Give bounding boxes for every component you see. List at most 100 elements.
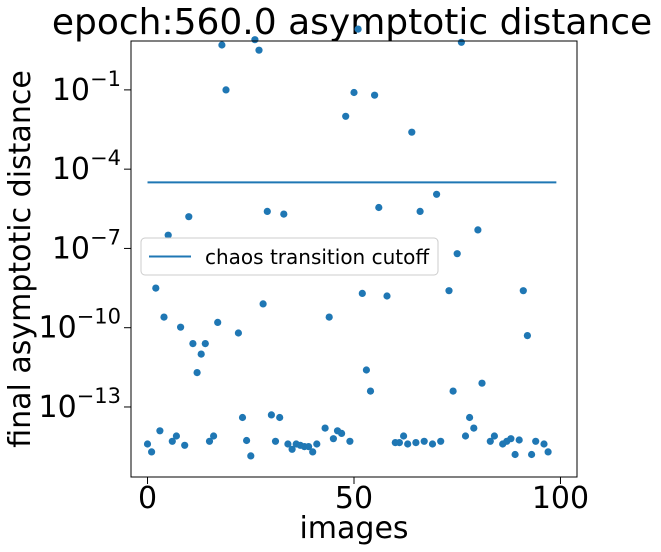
- data-point: [371, 91, 379, 99]
- legend-box: [140, 237, 439, 276]
- data-point: [395, 439, 403, 447]
- data-point: [156, 427, 164, 435]
- data-point: [416, 207, 424, 215]
- data-point: [478, 379, 486, 387]
- data-point: [309, 448, 317, 456]
- data-point: [210, 432, 218, 440]
- data-point: [383, 292, 391, 300]
- data-point: [507, 435, 515, 443]
- y-tick-label: 10−10: [38, 305, 121, 346]
- data-point: [433, 190, 441, 198]
- data-point: [267, 411, 275, 419]
- data-point: [528, 450, 536, 459]
- data-point: [193, 369, 201, 377]
- y-axis-label: final asymptotic distance: [3, 70, 38, 448]
- data-point: [205, 437, 214, 445]
- data-point: [540, 440, 548, 448]
- data-point: [445, 287, 453, 295]
- data-point: [408, 128, 416, 136]
- data-point: [511, 450, 519, 459]
- data-point: [168, 437, 176, 445]
- data-point: [366, 387, 375, 395]
- chart-title: epoch:560.0 asymptotic distance: [52, 2, 652, 43]
- data-point: [177, 323, 185, 331]
- legend-label-chaos-transition-cutoff: chaos transition cutoff: [205, 245, 430, 269]
- data-point: [486, 437, 494, 445]
- data-point: [404, 440, 412, 448]
- data-point: [238, 413, 247, 422]
- data-point: [181, 441, 189, 449]
- data-point: [276, 413, 284, 422]
- data-point: [358, 289, 366, 297]
- data-point: [189, 340, 197, 348]
- x-tick-label: 100: [532, 481, 589, 516]
- y-tick-label: 10−13: [38, 384, 121, 425]
- x-axis-ticks: 0 50 100: [138, 477, 589, 516]
- legend[interactable]: chaos transition cutoff: [140, 237, 439, 276]
- data-point: [325, 313, 333, 321]
- data-point: [160, 313, 168, 321]
- data-point: [400, 432, 408, 440]
- data-point: [420, 437, 428, 445]
- data-point: [185, 213, 193, 221]
- data-point: [329, 435, 337, 443]
- data-point: [251, 36, 259, 44]
- y-tick-label: 10−1: [52, 67, 121, 108]
- data-point: [288, 445, 296, 453]
- data-point: [428, 440, 437, 448]
- data-point: [305, 443, 313, 451]
- data-point: [152, 284, 160, 292]
- data-point: [515, 436, 523, 444]
- data-point: [243, 436, 251, 445]
- data-point: [474, 226, 482, 234]
- data-points: [143, 25, 552, 460]
- data-point: [532, 437, 540, 445]
- data-point: [461, 432, 470, 440]
- data-point: [375, 203, 383, 212]
- data-point: [280, 210, 288, 218]
- data-point: [466, 413, 474, 422]
- data-point: [354, 25, 362, 33]
- data-point: [214, 318, 222, 326]
- data-point: [342, 112, 350, 120]
- data-point: [222, 86, 230, 94]
- data-point: [523, 332, 532, 340]
- x-tick-label: 50: [335, 481, 373, 516]
- data-point: [284, 440, 292, 448]
- data-point: [449, 387, 457, 395]
- data-point: [544, 448, 552, 456]
- data-point: [412, 439, 420, 447]
- data-point: [263, 207, 271, 215]
- data-point: [234, 329, 242, 337]
- data-point: [259, 300, 267, 308]
- data-point: [164, 231, 172, 239]
- data-point: [172, 432, 180, 440]
- data-point: [490, 432, 498, 440]
- data-point: [218, 41, 226, 49]
- data-point: [457, 38, 465, 46]
- data-point: [362, 366, 370, 374]
- x-tick-label: 0: [138, 481, 157, 516]
- y-axis-ticks: 10−13 10−10 10−7 10−4 10−1: [38, 67, 131, 425]
- data-point: [321, 424, 329, 432]
- y-tick-label: 10−7: [52, 225, 121, 266]
- data-point: [255, 46, 263, 54]
- data-point: [143, 440, 152, 448]
- data-point: [271, 437, 280, 445]
- data-point: [470, 424, 478, 432]
- x-axis-label: images: [299, 511, 408, 546]
- data-point: [346, 437, 354, 445]
- data-point: [201, 340, 209, 348]
- data-point: [350, 88, 358, 97]
- data-point: [453, 250, 461, 258]
- data-point: [197, 350, 205, 358]
- data-point: [437, 437, 445, 445]
- data-point: [338, 429, 346, 437]
- data-point: [247, 452, 255, 460]
- data-point: [313, 440, 321, 448]
- data-point: [519, 287, 527, 295]
- data-point: [148, 448, 156, 456]
- y-tick-label: 10−4: [52, 146, 121, 187]
